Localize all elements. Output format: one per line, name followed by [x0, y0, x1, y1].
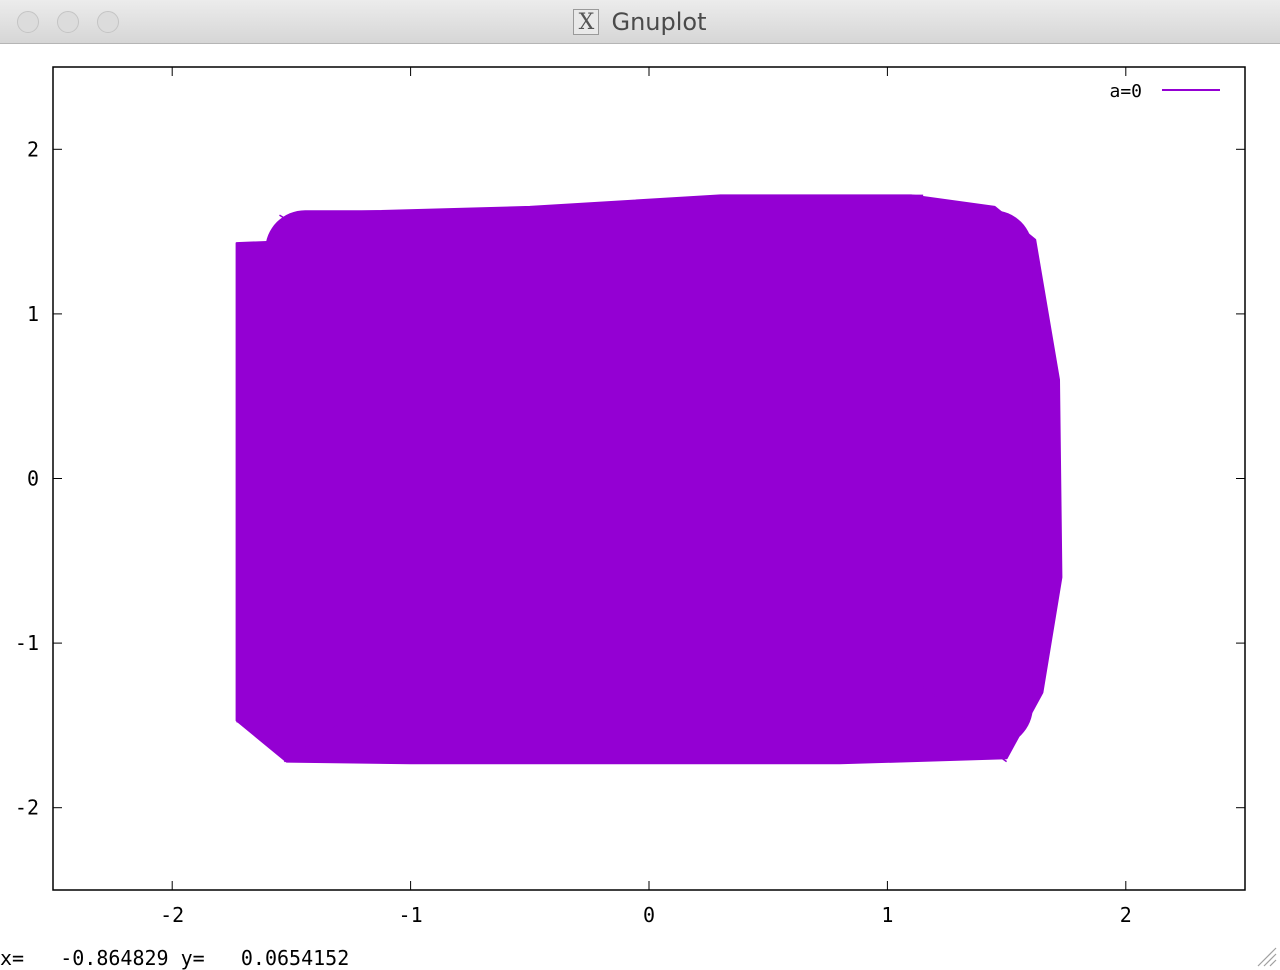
y-tick-label: 1: [27, 302, 39, 326]
x-tick-label: 2: [1120, 903, 1132, 927]
series-a0-wisp: [886, 658, 996, 743]
x11-icon: X: [573, 9, 600, 35]
y-tick-label: 2: [27, 137, 39, 161]
resize-grip-icon[interactable]: [1252, 942, 1278, 968]
series-a0-core: [265, 210, 1033, 747]
window-title-group: X Gnuplot: [0, 0, 1280, 44]
series-a0-wisp: [887, 207, 998, 274]
series-a0-wisp: [898, 683, 1008, 763]
close-button[interactable]: [17, 11, 39, 33]
chart[interactable]: -2 -1 0 1 2 -2 -1 0 1 2 a=0: [0, 44, 1280, 946]
x-tick-label: -1: [399, 903, 423, 927]
x-label: x=: [0, 946, 25, 970]
x-tick-label: -2: [160, 903, 184, 927]
coordinate-readout: x= -0.864829 y= 0.0654152: [0, 946, 349, 970]
x-tick-label: 1: [881, 903, 893, 927]
series-a0-wisp: [922, 239, 1036, 307]
window-titlebar[interactable]: X Gnuplot: [0, 0, 1280, 44]
minimize-button[interactable]: [57, 11, 79, 33]
y-label: y=: [180, 946, 205, 970]
series-a0-wisp: [283, 675, 412, 763]
legend-label: a=0: [1109, 81, 1142, 102]
window-title: Gnuplot: [611, 8, 707, 36]
x-value: -0.864829: [60, 946, 169, 970]
x-tick-label: 0: [643, 903, 655, 927]
series-a0-wisp: [236, 658, 376, 723]
zoom-button[interactable]: [97, 11, 119, 33]
series-a0-wisp: [279, 214, 388, 282]
y-value: 0.0654152: [240, 946, 350, 970]
series-a0-wisp: [236, 242, 364, 307]
y-tick-label: -1: [15, 631, 39, 655]
y-tick-label: -2: [15, 796, 39, 820]
y-tick-label: 0: [27, 467, 39, 491]
